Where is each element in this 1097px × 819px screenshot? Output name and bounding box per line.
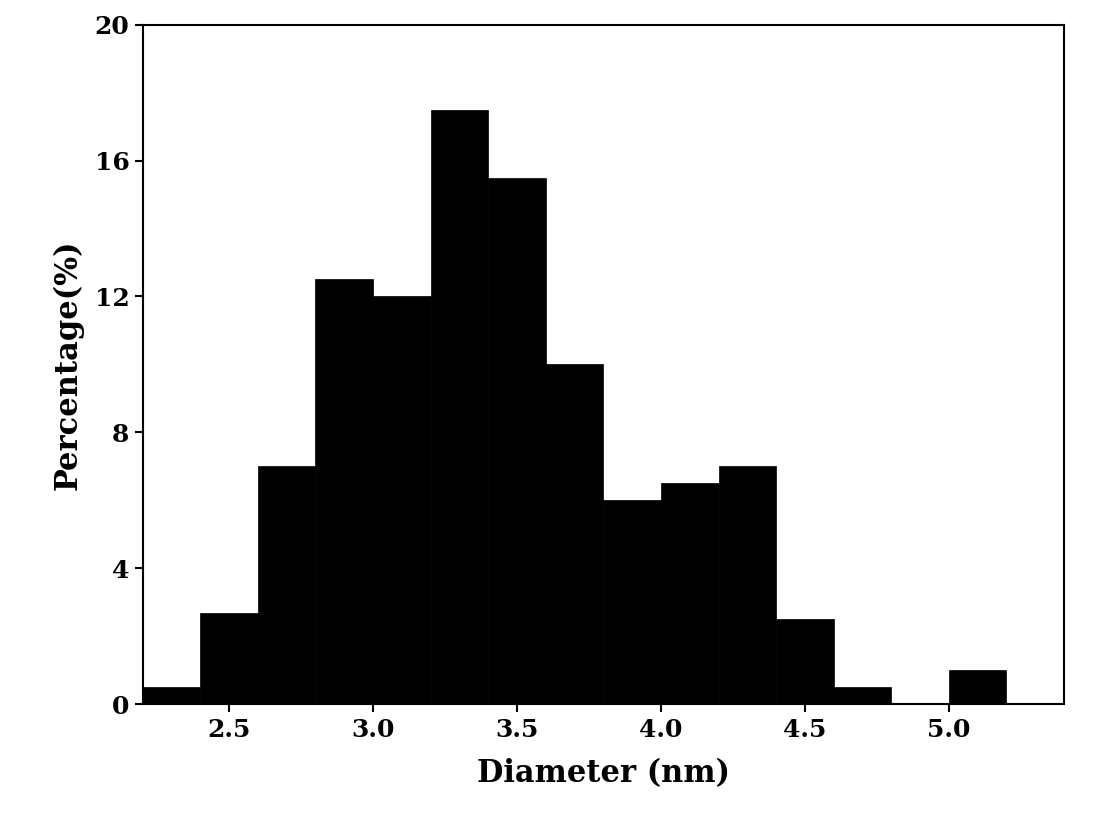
Bar <box>777 619 834 704</box>
Bar <box>834 687 891 704</box>
Bar <box>315 279 373 704</box>
Bar <box>373 296 430 704</box>
Bar <box>546 364 603 704</box>
Bar <box>200 613 258 704</box>
Bar <box>488 178 546 704</box>
X-axis label: Diameter (nm): Diameter (nm) <box>477 758 730 790</box>
Bar <box>603 500 660 704</box>
Y-axis label: Percentage(%): Percentage(%) <box>53 239 83 490</box>
Bar <box>258 466 316 704</box>
Bar <box>719 466 777 704</box>
Bar <box>431 110 488 704</box>
Bar <box>143 687 201 704</box>
Bar <box>949 670 1007 704</box>
Bar <box>660 483 719 704</box>
